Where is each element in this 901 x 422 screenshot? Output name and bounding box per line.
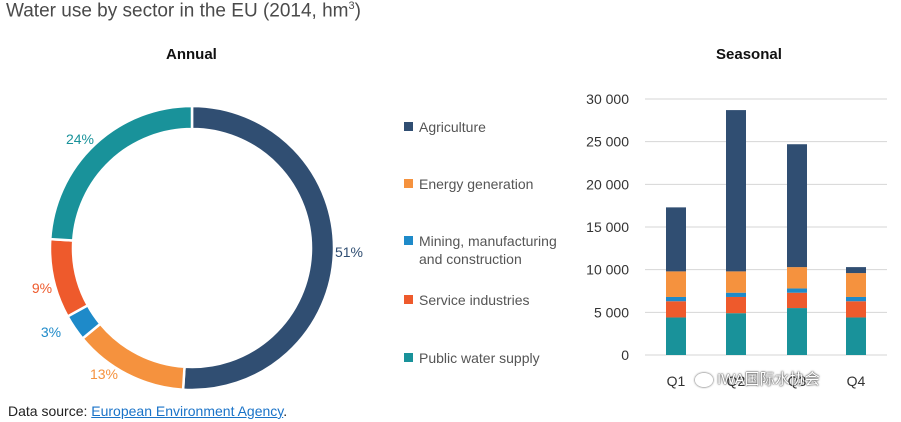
- bar-q3-mining: [787, 288, 807, 293]
- donut-label-mining: 3%: [41, 324, 61, 340]
- chart-main-title: Water use by sector in the EU (2014, hm3…: [6, 0, 361, 22]
- bar-q3-agriculture: [787, 144, 807, 268]
- bar-q2-energy: [726, 271, 746, 293]
- y-tick-label: 15 000: [586, 219, 629, 235]
- bar-q1-agriculture: [666, 207, 686, 272]
- bar-q2-mining: [726, 292, 746, 297]
- legend-item-energy: Energy generation: [404, 175, 579, 193]
- legend-label-energy: Energy generation: [419, 176, 534, 192]
- bar-q2-public: [726, 313, 746, 355]
- donut-label-agriculture: 51%: [335, 244, 363, 260]
- legend-label-public: Public water supply: [419, 350, 540, 366]
- y-tick-label: 30 000: [586, 91, 629, 107]
- x-tick-label: Q2: [727, 373, 746, 389]
- bar-q3-energy: [787, 267, 807, 289]
- source-link[interactable]: European Environment Agency: [91, 403, 284, 419]
- bar-q1-mining: [666, 296, 686, 302]
- legend-label-mining: Mining, manufacturing and construction: [419, 233, 557, 267]
- bar-q4-energy: [846, 273, 866, 297]
- legend-item-agriculture: Agriculture: [404, 118, 579, 136]
- legend-label-service: Service industries: [419, 292, 530, 308]
- donut-label-service: 9%: [32, 280, 52, 296]
- x-tick-label: Q4: [847, 373, 866, 389]
- bar-q4-mining: [846, 296, 866, 302]
- bar-q1-service: [666, 301, 686, 318]
- bar-q4-service: [846, 301, 866, 318]
- y-tick-label: 0: [621, 347, 629, 363]
- annual-chart-title: Annual: [166, 46, 217, 63]
- bar-q3-service: [787, 292, 807, 309]
- y-tick-label: 5 000: [594, 304, 629, 320]
- y-tick-label: 25 000: [586, 134, 629, 150]
- donut-slice-public: [48, 104, 194, 242]
- bar-q1-energy: [666, 271, 686, 297]
- legend-swatch-mining: [404, 236, 413, 245]
- legend-label-agriculture: Agriculture: [419, 119, 486, 135]
- legend-swatch-public: [404, 353, 413, 362]
- data-source: Data source: European Environment Agency…: [8, 403, 288, 419]
- seasonal-chart-title: Seasonal: [716, 46, 782, 63]
- bar-q4-agriculture: [846, 267, 866, 274]
- watermark: IWA国际水协会: [695, 368, 820, 389]
- legend-swatch-energy: [404, 179, 413, 188]
- bar-q1-public: [666, 317, 686, 355]
- x-tick-label: Q1: [667, 373, 686, 389]
- bar-q3-public: [787, 308, 807, 355]
- y-tick-label: 20 000: [586, 176, 629, 192]
- bar-q2-agriculture: [726, 110, 746, 272]
- y-tick-label: 10 000: [586, 262, 629, 278]
- donut-label-energy: 13%: [90, 366, 118, 382]
- legend-item-public: Public water supply: [404, 349, 579, 367]
- legend-swatch-service: [404, 295, 413, 304]
- legend-item-mining: Mining, manufacturing and construction: [404, 232, 579, 268]
- x-tick-label: Q3: [788, 373, 807, 389]
- bar-q4-public: [846, 317, 866, 355]
- wechat-icon: [695, 373, 713, 388]
- bar-q2-service: [726, 296, 746, 314]
- donut-label-public: 24%: [66, 131, 94, 147]
- legend-swatch-agriculture: [404, 122, 413, 131]
- legend-item-service: Service industries: [404, 291, 579, 309]
